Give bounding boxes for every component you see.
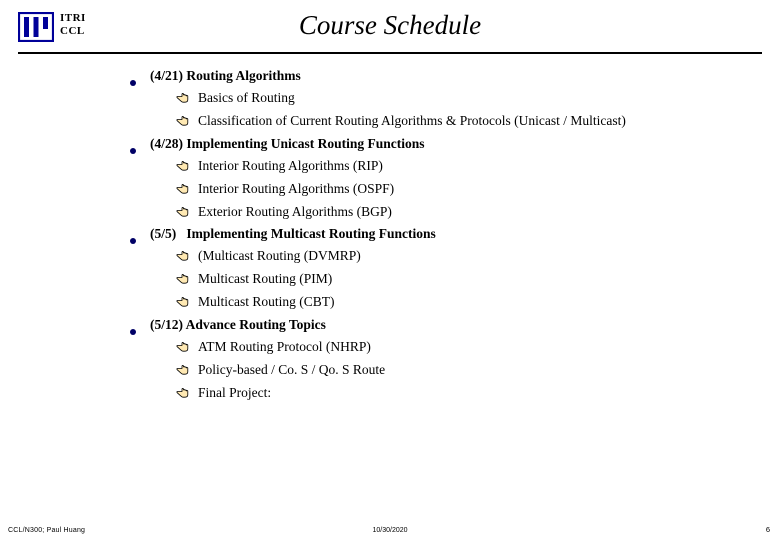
sub-item: Interior Routing Algorithms (OSPF) [176, 181, 740, 198]
sub-item-text: Exterior Routing Algorithms (BGP) [198, 204, 392, 221]
sub-item-text: ATM Routing Protocol (NHRP) [198, 339, 371, 356]
topic-date: (4/21) [150, 68, 186, 83]
bullet-dot-icon [130, 329, 136, 335]
sub-list: Basics of Routing Classification of Curre… [130, 90, 740, 130]
bullet-dot-icon [130, 148, 136, 154]
sub-list: ATM Routing Protocol (NHRP) Policy-based … [130, 339, 740, 402]
sub-list: (Multicast Routing (DVMRP) Multicast Rout… [130, 248, 740, 311]
topic-name: Advance Routing Topics [186, 317, 326, 332]
sub-item-text: (Multicast Routing (DVMRP) [198, 248, 361, 265]
sub-item: Final Project: [176, 385, 740, 402]
footer-page-number: 6 [766, 525, 770, 534]
footer-date: 10/30/2020 [372, 527, 407, 534]
content-area: (4/21) Routing Algorithms Basics of Routi… [0, 54, 780, 402]
sub-item-text: Policy-based / Co. S / Qo. S Route [198, 362, 385, 379]
topic-head: (5/12) Advance Routing Topics [130, 317, 740, 333]
topic-name: Implementing Multicast Routing Functions [186, 226, 435, 241]
sub-item: (Multicast Routing (DVMRP) [176, 248, 740, 265]
hand-pointer-icon [176, 295, 192, 308]
sub-item-text: Classification of Current Routing Algori… [198, 113, 626, 130]
hand-pointer-icon [176, 182, 192, 195]
sub-item: Exterior Routing Algorithms (BGP) [176, 204, 740, 221]
hand-pointer-icon [176, 159, 192, 172]
topic-title: (5/5) Implementing Multicast Routing Fun… [150, 226, 436, 242]
bullet-dot-icon [130, 80, 136, 86]
topic-name: Implementing Unicast Routing Functions [186, 136, 424, 151]
sub-item: Multicast Routing (CBT) [176, 294, 740, 311]
sub-item-text: Multicast Routing (PIM) [198, 271, 332, 288]
logo-text: ITRI CCL [60, 12, 86, 37]
sub-item-text: Multicast Routing (CBT) [198, 294, 335, 311]
topic: (5/12) Advance Routing Topics ATM Routing… [130, 317, 740, 402]
topic-date: (5/12) [150, 317, 186, 332]
sub-item: ATM Routing Protocol (NHRP) [176, 339, 740, 356]
sub-item-text: Interior Routing Algorithms (OSPF) [198, 181, 394, 198]
hand-pointer-icon [176, 363, 192, 376]
topic-head: (4/28) Implementing Unicast Routing Func… [130, 136, 740, 152]
sub-item: Policy-based / Co. S / Qo. S Route [176, 362, 740, 379]
sub-item-text: Final Project: [198, 385, 271, 402]
topic-title: (5/12) Advance Routing Topics [150, 317, 326, 333]
org-line2: CCL [60, 25, 86, 38]
sub-item-text: Interior Routing Algorithms (RIP) [198, 158, 383, 175]
hand-pointer-icon [176, 340, 192, 353]
topic-date: (4/28) [150, 136, 186, 151]
topic-name: Routing Algorithms [186, 68, 300, 83]
sub-item-text: Basics of Routing [198, 90, 295, 107]
sub-item: Multicast Routing (PIM) [176, 271, 740, 288]
hand-pointer-icon [176, 114, 192, 127]
topic-head: (5/5) Implementing Multicast Routing Fun… [130, 226, 740, 242]
logo-block: ITRI CCL [18, 12, 86, 42]
topic: (4/21) Routing Algorithms Basics of Routi… [130, 68, 740, 130]
org-line1: ITRI [60, 12, 86, 25]
footer-left: CCL/N300; Paul Huang [8, 527, 85, 534]
hand-pointer-icon [176, 205, 192, 218]
sub-item: Basics of Routing [176, 90, 740, 107]
topic-title: (4/21) Routing Algorithms [150, 68, 301, 84]
itri-logo-icon [18, 12, 54, 42]
sub-item: Interior Routing Algorithms (RIP) [176, 158, 740, 175]
slide-header: ITRI CCL Course Schedule [0, 0, 780, 42]
hand-pointer-icon [176, 249, 192, 262]
hand-pointer-icon [176, 386, 192, 399]
sub-list: Interior Routing Algorithms (RIP) Interio… [130, 158, 740, 221]
bullet-dot-icon [130, 238, 136, 244]
hand-pointer-icon [176, 91, 192, 104]
sub-item: Classification of Current Routing Algori… [176, 113, 740, 130]
topic: (5/5) Implementing Multicast Routing Fun… [130, 226, 740, 311]
slide-title: Course Schedule [299, 10, 481, 41]
topic-date: (5/5) [150, 226, 186, 241]
topic-title: (4/28) Implementing Unicast Routing Func… [150, 136, 425, 152]
topic-head: (4/21) Routing Algorithms [130, 68, 740, 84]
topic: (4/28) Implementing Unicast Routing Func… [130, 136, 740, 221]
hand-pointer-icon [176, 272, 192, 285]
